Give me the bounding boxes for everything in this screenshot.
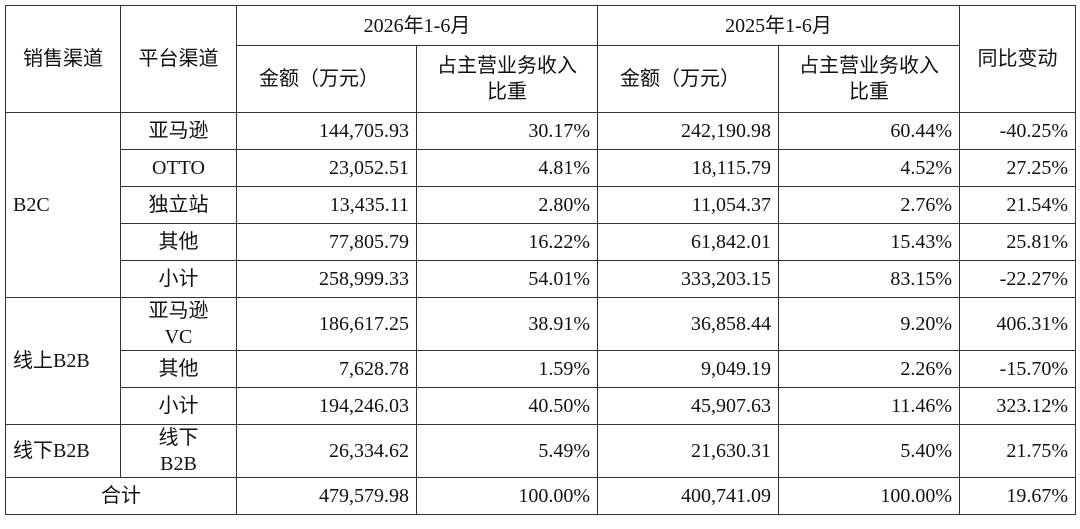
value-cell: 61,842.01 xyxy=(597,223,779,261)
header-cell: 金额（万元） xyxy=(597,45,779,113)
value-cell: 23,052.51 xyxy=(236,149,417,187)
value-cell: 15.43% xyxy=(778,223,960,261)
platform-text: 小计 xyxy=(158,268,199,290)
value-cell: 100.00% xyxy=(416,477,598,515)
platform-cell: 线下B2B xyxy=(120,424,237,478)
value-cell: 2.26% xyxy=(778,350,960,388)
value-cell: 38.91% xyxy=(416,297,598,351)
value-cell: -22.27% xyxy=(959,260,1076,298)
value-cell: -15.70% xyxy=(959,350,1076,388)
platform-cell: 独立站 xyxy=(120,186,237,224)
value-cell: 144,705.93 xyxy=(236,112,417,150)
header-text: 占主营业务收入比重 xyxy=(437,55,577,103)
value-cell: 30.17% xyxy=(416,112,598,150)
value-cell: 36,858.44 xyxy=(597,297,779,351)
header-cell: 同比变动 xyxy=(959,5,1076,113)
header-cell: 销售渠道 xyxy=(5,5,121,113)
value-cell: 54.01% xyxy=(416,260,598,298)
table-row: 线下B2B 线下B2B 26,334.62 5.49% 21,630.31 5.40% 21… xyxy=(5,424,1076,478)
platform-text: 线下B2B xyxy=(158,427,199,475)
value-cell: 27.25% xyxy=(959,149,1076,187)
value-cell: 19.67% xyxy=(959,477,1076,515)
table-row: B2C 亚马逊 144,705.93 30.17% 242,190.98 60.44% -4… xyxy=(5,112,1076,298)
value-cell: 2.80% xyxy=(416,186,598,224)
value-cell: 11,054.37 xyxy=(597,186,779,224)
value-cell: 9,049.19 xyxy=(597,350,779,388)
table-body: B2C 亚马逊 144,705.93 30.17% 242,190.98 60.44% -4… xyxy=(5,112,1076,515)
value-cell: 40.50% xyxy=(416,387,598,425)
platform-text: OTTO xyxy=(152,157,205,179)
value-cell: 479,579.98 xyxy=(236,477,417,515)
table-row: 线上B2B 亚马逊VC 186,617.25 38.91% 36,858.44 9.20%… xyxy=(5,297,1076,425)
value-cell: 25.81% xyxy=(959,223,1076,261)
header-text: 占主营业务收入比重 xyxy=(799,55,939,103)
value-cell: 194,246.03 xyxy=(236,387,417,425)
platform-cell: 小计 xyxy=(120,387,237,425)
table-row: 小计 258,999.33 54.01% 333,203.15 83.15% -22.27… xyxy=(6,260,1076,298)
platform-text: 独立站 xyxy=(148,194,209,216)
value-cell: 45,907.63 xyxy=(597,387,779,425)
channel-cell: 线下B2B xyxy=(5,424,121,478)
value-cell: -40.25% xyxy=(959,112,1076,150)
value-cell: 2.76% xyxy=(778,186,960,224)
platform-cell: 其他 xyxy=(120,350,237,388)
table-row: OTTO 23,052.51 4.81% 18,115.79 4.52% 27.25% xyxy=(6,149,1076,187)
value-cell: 400,741.09 xyxy=(597,477,779,515)
value-cell: 1.59% xyxy=(416,350,598,388)
value-cell: 13,435.11 xyxy=(236,186,417,224)
value-cell: 5.40% xyxy=(778,424,960,478)
platform-cell: 亚马逊 xyxy=(120,112,237,150)
platform-text: 亚马逊 xyxy=(148,120,209,142)
header-cell: 平台渠道 xyxy=(120,5,237,113)
value-cell: 406.31% xyxy=(959,297,1076,351)
platform-cell: 其他 xyxy=(120,223,237,261)
value-cell: 21.54% xyxy=(959,186,1076,224)
platform-text: 小计 xyxy=(158,395,199,417)
channel-cell: B2C xyxy=(5,112,121,298)
value-cell: 323.12% xyxy=(959,387,1076,425)
value-cell: 21,630.31 xyxy=(597,424,779,478)
platform-text: 亚马逊VC xyxy=(148,300,209,348)
header-cell: 2025年1-6月 xyxy=(597,5,960,46)
value-cell: 83.15% xyxy=(778,260,960,298)
platform-cell: 亚马逊VC xyxy=(120,297,237,351)
value-cell: 21.75% xyxy=(959,424,1076,478)
value-cell: 100.00% xyxy=(778,477,960,515)
total-label: 合计 xyxy=(5,477,237,515)
value-cell: 333,203.15 xyxy=(597,260,779,298)
value-cell: 186,617.25 xyxy=(236,297,417,351)
value-cell: 60.44% xyxy=(778,112,960,150)
platform-text: 其他 xyxy=(158,231,199,253)
value-cell: 242,190.98 xyxy=(597,112,779,150)
value-cell: 11.46% xyxy=(778,387,960,425)
platform-text: 其他 xyxy=(158,358,199,380)
value-cell: 258,999.33 xyxy=(236,260,417,298)
value-cell: 9.20% xyxy=(778,297,960,351)
table-row: 小计 194,246.03 40.50% 45,907.63 11.46% 323.12% xyxy=(6,387,1076,425)
header-cell: 占主营业务收入比重 xyxy=(778,45,960,113)
channel-cell: 线上B2B xyxy=(5,297,121,425)
table-row: 其他 7,628.78 1.59% 9,049.19 2.26% -15.70% xyxy=(6,350,1076,388)
value-cell: 18,115.79 xyxy=(597,149,779,187)
total-row: 合计 479,579.98 100.00% 400,741.09 100.00% 19.6… xyxy=(5,477,1076,515)
header-cell: 2026年1-6月 xyxy=(236,5,598,46)
value-cell: 77,805.79 xyxy=(236,223,417,261)
value-cell: 5.49% xyxy=(416,424,598,478)
value-cell: 16.22% xyxy=(416,223,598,261)
revenue-table: 销售渠道 平台渠道 2026年1-6月 2025年1-6月 同比变动 金额（万元… xyxy=(5,5,1076,515)
value-cell: 26,334.62 xyxy=(236,424,417,478)
value-cell: 4.81% xyxy=(416,149,598,187)
platform-cell: 小计 xyxy=(120,260,237,298)
table-row: 独立站 13,435.11 2.80% 11,054.37 2.76% 21.54% xyxy=(6,186,1076,224)
value-cell: 7,628.78 xyxy=(236,350,417,388)
header-cell: 金额（万元） xyxy=(236,45,417,113)
platform-cell: OTTO xyxy=(120,149,237,187)
table-row: 其他 77,805.79 16.22% 61,842.01 15.43% 25.81% xyxy=(6,223,1076,261)
header-cell: 占主营业务收入比重 xyxy=(416,45,598,113)
value-cell: 4.52% xyxy=(778,149,960,187)
